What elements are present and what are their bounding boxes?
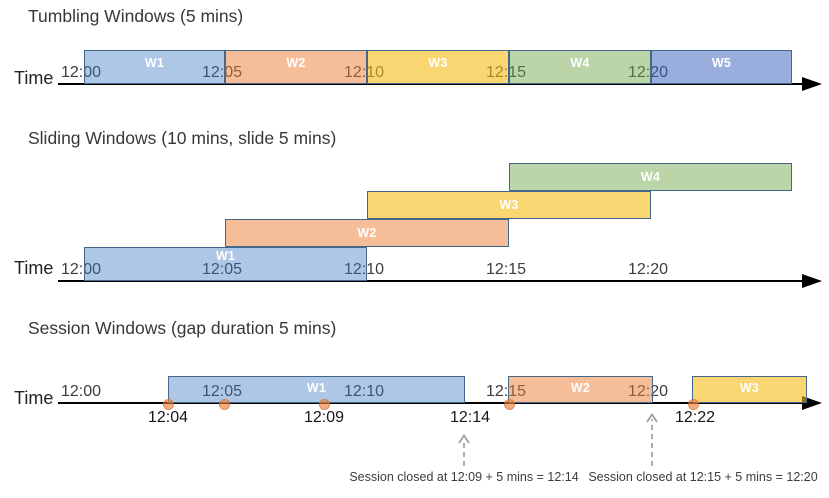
tumbling-window-w3: W3 [367, 50, 509, 84]
session-note: Session closed at 12:15 + 5 mins = 12:20 [588, 470, 818, 484]
session-window-w2: W2 [508, 376, 653, 403]
session-event-dot [319, 399, 330, 410]
sliding-window-w4-label: W4 [640, 170, 661, 184]
tumbling-section-title: Tumbling Windows (5 mins) [28, 6, 244, 26]
session-event-dot [163, 399, 174, 410]
tumbling-window-w2: W2 [225, 50, 367, 84]
tumbling-window-w5: W5 [651, 50, 792, 84]
sliding-section-title: Sliding Windows (10 mins, slide 5 mins) [28, 128, 337, 148]
tumbling-tick-label: 12:00 [60, 64, 102, 81]
session-event-time-label: 12:09 [303, 409, 345, 426]
tumbling-window-w2-label: W2 [286, 56, 306, 70]
session-event-time-label: 12:22 [674, 409, 716, 426]
sliding-window-w2-label: W2 [357, 226, 377, 240]
tumbling-time-axis [58, 83, 806, 85]
session-note: Session closed at 12:09 + 5 mins = 12:14 [349, 470, 579, 484]
session-event-time-label: 12:14 [449, 409, 491, 426]
session-window-w1: W1 [168, 376, 465, 403]
sliding-window-w1: W1 [84, 247, 367, 281]
tumbling-window-w3-label: W3 [428, 56, 448, 70]
session-window-w3: W3 [692, 376, 807, 403]
session-event-dot [688, 399, 699, 410]
sliding-tick-label: 12:00 [60, 261, 102, 278]
session-axis-arrowhead-icon [802, 396, 822, 410]
tumbling-time-axis-label: Time [14, 68, 54, 88]
sliding-window-w4: W4 [509, 163, 792, 191]
tumbling-window-w1: W1 [84, 50, 225, 84]
session-callout-arrow-icon [646, 413, 658, 466]
sliding-window-w3: W3 [367, 191, 651, 219]
session-event-dot [504, 399, 515, 410]
sliding-axis-arrowhead-icon [802, 274, 822, 288]
sliding-time-axis [58, 280, 806, 282]
sliding-window-w1-label: W1 [215, 249, 236, 263]
session-callout-arrow-icon [458, 434, 470, 466]
tumbling-axis-arrowhead-icon [802, 77, 822, 91]
sliding-tick-label: 12:05 [201, 261, 243, 278]
session-window-w1-label: W1 [306, 380, 327, 395]
session-tick-label: 12:00 [60, 383, 102, 400]
session-tick-label: 12:10 [343, 383, 385, 400]
session-time-axis [58, 402, 806, 404]
sliding-window-w2: W2 [225, 219, 509, 247]
tumbling-window-w1-label: W1 [144, 56, 165, 70]
sliding-tick-label: 12:10 [343, 261, 385, 278]
sliding-time-axis-label: Time [14, 258, 54, 278]
session-window-w3-label: W3 [739, 380, 760, 395]
session-event-dot [219, 399, 230, 410]
session-time-axis-label: Time [14, 388, 54, 408]
tumbling-window-w4: W4 [509, 50, 651, 84]
session-tick-label: 12:05 [201, 383, 243, 400]
sliding-window-w3-label: W3 [499, 198, 519, 212]
session-window-w2-label: W2 [570, 380, 591, 395]
tumbling-window-w5-label: W5 [711, 56, 732, 70]
sliding-tick-label: 12:15 [485, 261, 527, 278]
session-section-title: Session Windows (gap duration 5 mins) [28, 318, 337, 338]
sliding-tick-label: 12:20 [627, 261, 669, 278]
tumbling-window-w4-label: W4 [570, 56, 590, 70]
session-event-time-label: 12:04 [147, 409, 189, 426]
